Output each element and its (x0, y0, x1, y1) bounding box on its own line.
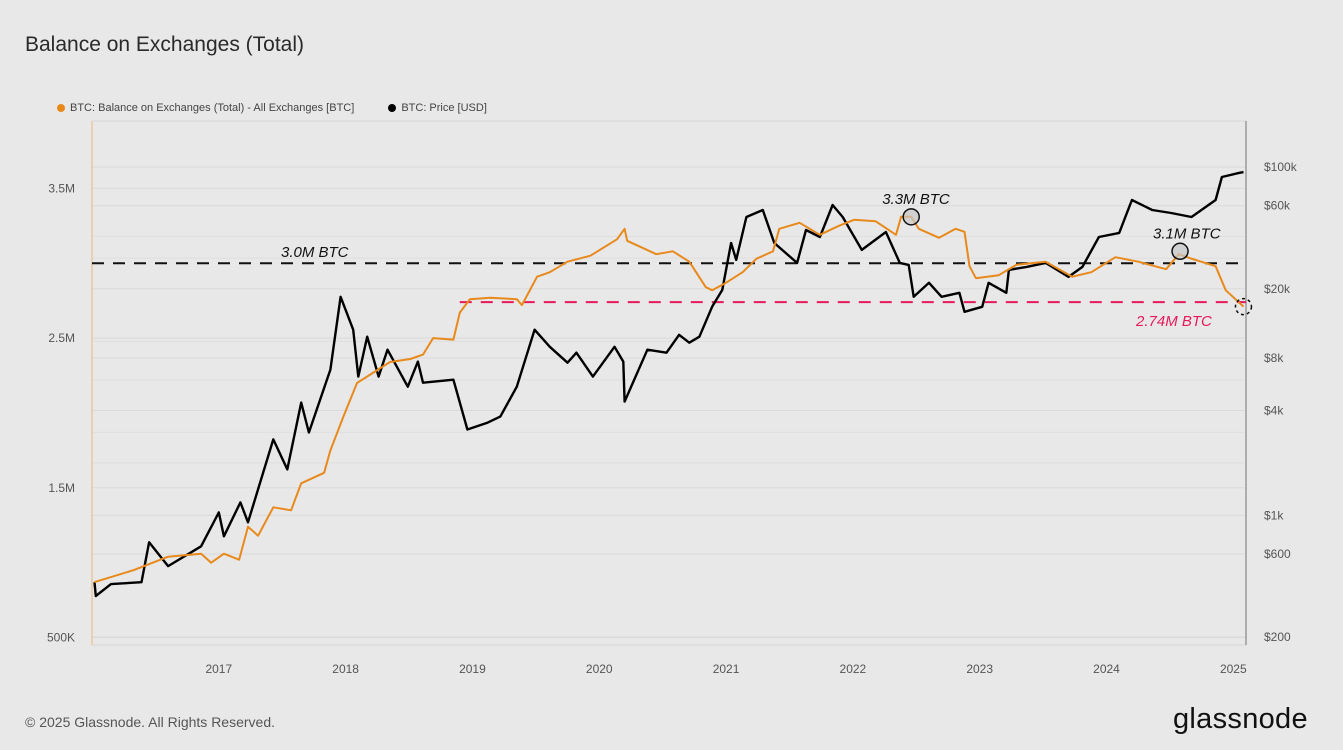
legend-item-price[interactable]: BTC: Price [USD] (388, 102, 487, 114)
y-right-tick-label: $60k (1264, 199, 1291, 213)
glassnode-logo: glassnode (1173, 703, 1308, 735)
chart-title: Balance on Exchanges (Total) (25, 33, 304, 56)
y-right-tick-label: $600 (1264, 547, 1291, 561)
black-dot-icon (388, 104, 397, 112)
y-right-tick-label: $200 (1264, 630, 1291, 644)
x-tick-label: 2022 (840, 662, 867, 676)
y-right-tick-label: $100k (1264, 160, 1298, 174)
marker-circle-latest (1234, 297, 1253, 316)
annotation-label-2-74m: 2.74M BTC (1135, 313, 1212, 330)
legend-label-price: BTC: Price [USD] (401, 102, 487, 114)
marker-circle-3-1m (1171, 242, 1189, 261)
annotation-label-3-1m: 3.1M BTC (1153, 225, 1221, 242)
orange-dot-icon (57, 104, 65, 112)
y-right-tick-label: $1k (1264, 508, 1284, 522)
plot-area (91, 120, 1247, 646)
copyright-footer: © 2025 Glassnode. All Rights Reserved. (25, 714, 276, 730)
legend-item-balance[interactable]: BTC: Balance on Exchanges (Total) - All … (57, 102, 354, 114)
annotation-label-3-3m: 3.3M BTC (882, 191, 950, 208)
x-tick-label: 2017 (205, 662, 232, 676)
y-right-tick-label: $4k (1264, 404, 1284, 418)
marker-circle-3-3m (902, 208, 920, 226)
legend: BTC: Balance on Exchanges (Total) - All … (57, 102, 487, 114)
y-left-tick-label: 3.5M (48, 181, 75, 195)
x-tick-label: 2023 (966, 662, 993, 676)
y-right-tick-label: $20k (1264, 282, 1291, 296)
x-tick-label: 2024 (1093, 662, 1120, 676)
x-tick-label: 2025 (1220, 662, 1247, 676)
y-right-tick-label: $8k (1264, 351, 1284, 365)
x-tick-label: 2020 (586, 662, 613, 676)
annotation-label-3m: 3.0M BTC (281, 244, 349, 261)
price-line (93, 170, 1244, 598)
y-left-tick-label: 2.5M (48, 331, 75, 345)
x-tick-label: 2021 (713, 662, 740, 676)
x-tick-label: 2018 (332, 662, 359, 676)
legend-label-balance: BTC: Balance on Exchanges (Total) - All … (70, 102, 355, 114)
x-tick-label: 2019 (459, 662, 486, 676)
y-left-tick-label: 500K (47, 631, 75, 645)
balance-line (94, 215, 1245, 584)
y-left-tick-label: 1.5M (48, 481, 75, 495)
